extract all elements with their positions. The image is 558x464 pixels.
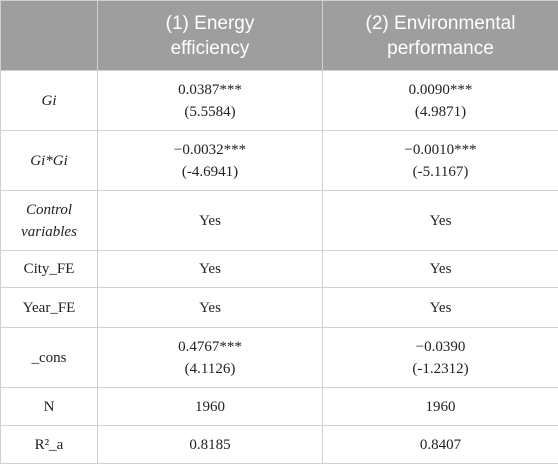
column-header: (1) Energy efficiency	[98, 1, 323, 71]
table-cell: Yes	[323, 288, 558, 328]
table-cell: −0.0010***(-5.1167)	[323, 131, 558, 191]
row-label: R²_a	[1, 426, 98, 464]
table-row: R²_a 0.8185 0.8407	[1, 426, 558, 464]
row-label: _cons	[1, 328, 98, 388]
table-row: Gi*Gi−0.0032***(-4.6941)−0.0010***(-5.11…	[1, 131, 558, 191]
cell-line: Yes	[104, 210, 316, 232]
table-cell: Yes	[323, 191, 558, 251]
cell-line: 0.8407	[329, 434, 552, 456]
table-cell: −0.0032***(-4.6941)	[98, 131, 323, 191]
cell-line: Yes	[329, 210, 552, 232]
table-row: Control variables Yes Yes	[1, 191, 558, 251]
table-row: N 1960 1960	[1, 388, 558, 426]
cell-line: 0.8185	[104, 434, 316, 456]
cell-line: (-1.2312)	[329, 358, 552, 380]
table-cell: 0.8185	[98, 426, 323, 464]
table-cell: 1960	[323, 388, 558, 426]
cell-line: Yes	[104, 297, 316, 319]
row-label: Gi	[1, 71, 98, 131]
table-cell: 0.4767***(4.1126)	[98, 328, 323, 388]
column-header: (2) Environmental performance	[323, 1, 558, 71]
cell-line: (4.9871)	[329, 101, 552, 123]
cell-line: −0.0390	[329, 336, 552, 358]
header-blank	[1, 1, 98, 71]
table-cell: Yes	[98, 251, 323, 288]
table-cell: 0.8407	[323, 426, 558, 464]
header-row: (1) Energy efficiency(2) Environmental p…	[1, 1, 558, 71]
cell-line: (-5.1167)	[329, 161, 552, 183]
table-cell: 0.0387***(5.5584)	[98, 71, 323, 131]
cell-line: 0.4767***	[104, 336, 316, 358]
cell-line: −0.0010***	[329, 139, 552, 161]
cell-line: (5.5584)	[104, 101, 316, 123]
table-cell: Yes	[98, 191, 323, 251]
cell-line: 1960	[104, 396, 316, 418]
cell-line: (-4.6941)	[104, 161, 316, 183]
row-label: Control variables	[1, 191, 98, 251]
row-label: City_FE	[1, 251, 98, 288]
cell-line: 0.0387***	[104, 79, 316, 101]
table-cell: −0.0390(-1.2312)	[323, 328, 558, 388]
cell-line: −0.0032***	[104, 139, 316, 161]
cell-line: Yes	[104, 258, 316, 280]
table-cell: 1960	[98, 388, 323, 426]
table-cell: 0.0090***(4.9871)	[323, 71, 558, 131]
cell-line: 0.0090***	[329, 79, 552, 101]
cell-line: Yes	[329, 258, 552, 280]
table-row: Year_FE Yes Yes	[1, 288, 558, 328]
row-label: Gi*Gi	[1, 131, 98, 191]
row-label: N	[1, 388, 98, 426]
cell-line: Yes	[329, 297, 552, 319]
table-cell: Yes	[98, 288, 323, 328]
table-cell: Yes	[323, 251, 558, 288]
row-label: Year_FE	[1, 288, 98, 328]
cell-line: 1960	[329, 396, 552, 418]
cell-line: (4.1126)	[104, 358, 316, 380]
table-row: City_FE Yes Yes	[1, 251, 558, 288]
